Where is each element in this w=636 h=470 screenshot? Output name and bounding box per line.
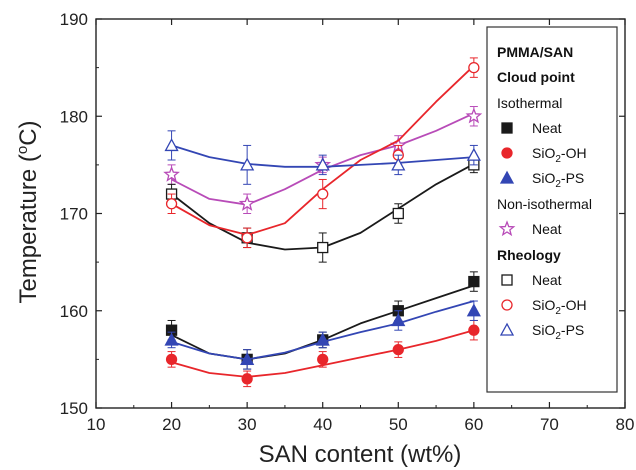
legend-entry-text: SiO [532, 297, 555, 313]
x-tick-label: 60 [464, 415, 483, 434]
legend-entry-label: SiO2-OH [532, 297, 587, 317]
data-point [164, 138, 179, 152]
y-tick-label: 180 [60, 107, 88, 126]
legend-entry-subscript: 2 [555, 331, 561, 342]
data-point [317, 241, 329, 254]
legend-entry-suffix: -PS [561, 322, 584, 338]
legend-entry-subscript: 2 [555, 306, 561, 317]
y-axis-title-sup: o [14, 146, 31, 154]
data-point [392, 343, 404, 356]
y-tick-label: 190 [60, 10, 88, 29]
data-point [238, 194, 256, 211]
legend-entry-text: SiO [532, 170, 555, 186]
legend-entry-subscript: 2 [555, 179, 561, 190]
x-tick-label: 30 [238, 415, 257, 434]
data-point [392, 207, 404, 220]
legend-title: PMMA/SAN [497, 44, 573, 60]
legend-entry-text: Neat [532, 272, 562, 288]
data-point [315, 332, 330, 346]
fit-line [171, 300, 475, 361]
data-point [468, 324, 480, 336]
fit-line [171, 65, 475, 236]
legend-entry-suffix: -OH [561, 145, 587, 161]
data-point [165, 353, 178, 366]
data-point [241, 373, 253, 385]
series-7 [164, 130, 481, 185]
y-axis-title-end: C) [15, 120, 42, 145]
legend-entry-suffix: -PS [561, 170, 584, 186]
data-point [465, 107, 483, 124]
legend-entry-text: SiO [532, 145, 555, 161]
axes: 10 20 30 40 50 60 70 80 150 160 170 180 190 [60, 10, 635, 434]
fit-line [171, 284, 475, 361]
legend-marker [501, 299, 513, 311]
series-layer [163, 57, 483, 388]
legend-entry-label: Neat [532, 221, 562, 237]
series-3 [164, 300, 481, 370]
legend-entry-subscript: 2 [555, 154, 561, 165]
legend-marker [501, 274, 513, 286]
x-tick-label: 70 [540, 415, 559, 434]
legend-group-heading: Rheology [497, 247, 561, 263]
data-point [468, 275, 480, 288]
data-point [240, 352, 255, 366]
data-point [468, 61, 480, 74]
legend-group-heading: Isothermal [497, 95, 562, 111]
legend-entry-label: Neat [532, 120, 562, 136]
data-point [165, 198, 178, 210]
data-point [391, 313, 406, 327]
y-tick-label: 150 [60, 399, 88, 418]
legend-entry-label: SiO2-PS [532, 322, 584, 342]
data-point [466, 147, 481, 161]
data-point [317, 188, 329, 200]
data-point [317, 353, 329, 366]
legend-marker [501, 147, 513, 159]
y-tick-label: 170 [60, 205, 88, 224]
y-tick-label: 160 [60, 302, 88, 321]
data-point [164, 332, 179, 346]
legend-entry-label: Neat [532, 272, 562, 288]
legend-entry-text: Neat [532, 221, 562, 237]
y-axis-title-main: Temperature ( [15, 154, 42, 303]
legend-marker [499, 170, 515, 184]
x-tick-label: 40 [313, 415, 332, 434]
legend-group-heading: Non-isothermal [497, 196, 592, 212]
legend-marker [498, 220, 516, 237]
legend-entry-label: SiO2-OH [532, 145, 587, 165]
legend-entry-label: SiO2-PS [532, 170, 584, 190]
data-point [241, 232, 253, 244]
legend-entry-text: SiO [532, 322, 555, 338]
x-tick-label: 20 [162, 415, 181, 434]
legend-entry-suffix: -OH [561, 297, 587, 313]
x-axis-title: SAN content (wt%) [259, 441, 462, 468]
data-point [466, 303, 481, 317]
data-point [391, 157, 406, 171]
data-point [315, 157, 330, 171]
x-tick-label: 50 [389, 415, 408, 434]
legend-marker [499, 322, 515, 336]
data-point [163, 165, 180, 182]
series-6 [165, 57, 480, 249]
data-point [240, 157, 255, 171]
x-tick-label: 10 [87, 415, 106, 434]
series-2 [165, 319, 480, 388]
x-tick-label: 80 [616, 415, 635, 434]
legend-entry-text: Neat [532, 120, 562, 136]
y-axis-title: Temperature (oC) [14, 120, 42, 303]
legend-marker [501, 122, 513, 134]
legend-subtitle: Cloud point [497, 69, 575, 85]
